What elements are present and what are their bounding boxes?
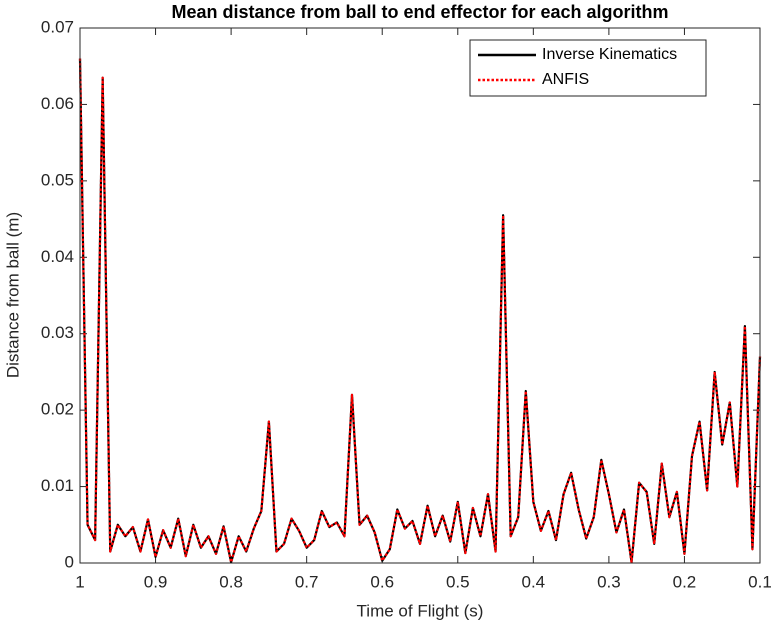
y-tick-label: 0.01 [41, 476, 74, 495]
y-tick-label: 0 [65, 552, 74, 571]
y-tick-label: 0.07 [41, 17, 74, 36]
chart-title: Mean distance from ball to end effector … [171, 2, 668, 22]
axes-box [79, 27, 761, 564]
x-tick-label: 0.5 [446, 572, 470, 591]
y-tick-label: 0.06 [41, 94, 74, 113]
data-line [78, 58, 762, 564]
x-tick-label: 0.2 [673, 572, 697, 591]
x-tick-label: 0.3 [597, 572, 621, 591]
x-tick-label: 0.7 [295, 572, 319, 591]
x-tick-label: 0.8 [219, 572, 243, 591]
y-tick-label: 0.05 [41, 170, 74, 189]
legend-label: ANFIS [542, 71, 589, 88]
x-tick-label: 0.6 [370, 572, 394, 591]
legend-label: Inverse Kinematics [542, 46, 677, 63]
x-tick-label: 1 [75, 572, 84, 591]
legend-box [469, 39, 707, 97]
x-tick-label: 0.1 [748, 572, 772, 591]
x-axis-label: Time of Flight (s) [357, 601, 484, 620]
y-axis-label: Distance from ball (m) [3, 212, 22, 378]
x-tick-label: 0.4 [522, 572, 546, 591]
x-tick-label: 0.9 [144, 572, 168, 591]
y-tick-label: 0.04 [41, 247, 74, 266]
plot-area [80, 28, 760, 563]
y-tick-label: 0.03 [41, 323, 74, 342]
y-tick-label: 0.02 [41, 400, 74, 419]
